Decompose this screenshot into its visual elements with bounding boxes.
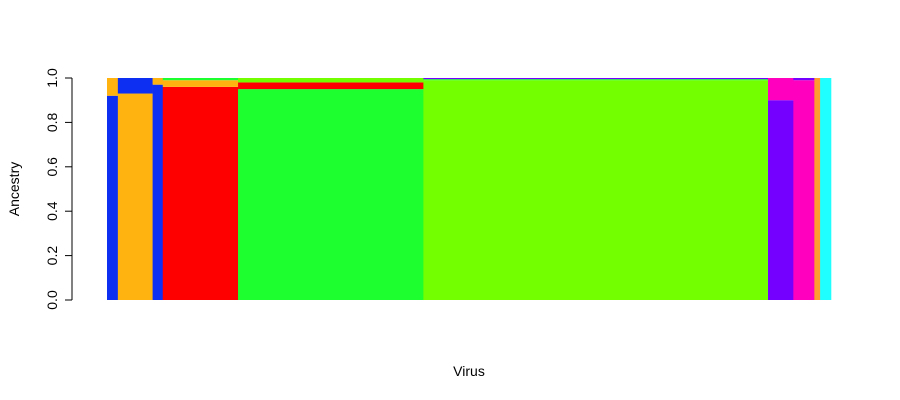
y-tick-label-5: 1.0 <box>44 68 60 88</box>
ancestry-segment-block3-cluster2 <box>152 78 164 85</box>
ancestry-segment-block2-cluster1 <box>117 78 153 94</box>
ancestry-segment-block1-cluster2 <box>107 78 119 96</box>
y-tick-label-3: 0.6 <box>44 157 60 177</box>
ancestry-segment-block8-cluster7 <box>793 80 815 300</box>
ancestry-segment-block4-cluster3 <box>162 86 239 300</box>
y-tick-label-4: 0.8 <box>44 112 60 132</box>
y-tick-label-2: 0.4 <box>44 201 60 221</box>
ancestry-segment-block6-cluster6 <box>423 78 769 80</box>
ancestry-segment-block10-cluster9 <box>820 78 832 300</box>
ancestry-segment-block6-cluster4 <box>423 79 769 81</box>
ancestry-segment-block2-cluster2 <box>117 93 153 300</box>
y-axis-label: Ancestry <box>6 162 22 216</box>
ancestry-segment-block4-cluster4 <box>162 78 239 81</box>
y-tick-label-0: 0.0 <box>44 290 60 310</box>
y-tick-label-1: 0.2 <box>44 246 60 266</box>
ancestry-segment-block3-cluster1 <box>152 84 164 300</box>
ancestry-segment-block5-cluster5 <box>238 78 424 83</box>
ancestry-segment-block7-cluster7 <box>768 78 794 101</box>
ancestry-segment-block5-cluster4 <box>238 89 424 300</box>
ancestry-segment-block9-cluster8 <box>814 78 821 300</box>
y-axis: 0.0 0.2 0.4 0.6 0.8 1.0 <box>44 68 73 310</box>
ancestry-segment-block6-cluster5 <box>423 80 769 300</box>
ancestry-segment-block1-cluster1 <box>107 95 119 300</box>
ancestry-bars <box>107 78 832 300</box>
ancestry-segment-block7-cluster6 <box>768 100 794 300</box>
x-axis-label: Virus <box>453 363 485 379</box>
ancestry-segment-block4-cluster2 <box>162 80 239 87</box>
ancestry-segment-block5-cluster3 <box>238 82 424 90</box>
ancestry-segment-block8-cluster6 <box>793 78 815 81</box>
